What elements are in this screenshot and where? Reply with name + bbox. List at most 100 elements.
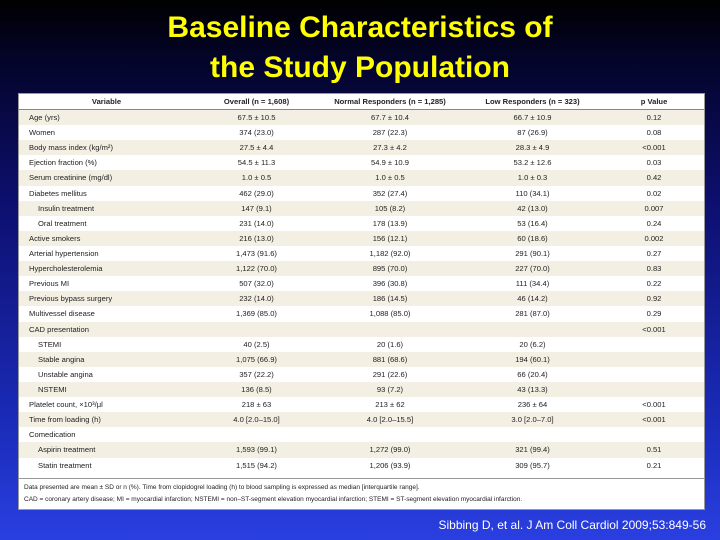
header-overall: Overall (n = 1,608) [194, 94, 319, 110]
cell-variable: Platelet count, ×10³/μl [29, 400, 103, 410]
cell-normal-responders: 27.3 ± 4.2 [319, 140, 461, 156]
cell-p-value: 0.27 [646, 249, 662, 259]
cell-low-responders: 66.7 ± 10.9 [461, 109, 604, 126]
cell-overall: 231 (14.0) [239, 218, 274, 228]
cell-overall: 1,075 (66.9) [194, 351, 319, 367]
cell-low-responders: 53.2 ± 12.6 [513, 158, 552, 168]
header-low-responders: Low Responders (n = 323) [461, 94, 604, 110]
cell-variable: Stable angina [19, 351, 194, 367]
cell-low-responders: 1.0 ± 0.3 [461, 170, 604, 186]
cell-normal-responders: 213 ± 62 [375, 400, 405, 410]
table-row: Time from loading (h) 4.0 [2.0–15.0] 4.0 [… [19, 412, 704, 428]
footnote-abbreviations-1: Data presented are mean ± SD or n (%). T… [24, 484, 420, 491]
cell-variable: Oral treatment [38, 218, 87, 228]
cell-overall: 136 (8.5) [194, 381, 319, 398]
cell-normal-responders: 291 (22.6) [372, 369, 408, 379]
cell-low-responders: 60 (18.6) [461, 230, 604, 246]
cell-variable: Aspirin treatment [19, 442, 194, 458]
table-row: NSTEMI 136 (8.5) 93 (7.2) 43 (13.3) [19, 381, 704, 398]
cell-normal-responders: 1,272 (99.0) [319, 442, 461, 458]
cell-normal-responders: 178 (13.9) [372, 218, 408, 228]
table-row: Serum creatinine (mg/dl) 1.0 ± 0.5 1.0 ± 0… [19, 170, 704, 186]
cell-p-value: 0.24 [646, 218, 662, 228]
cell-normal-responders: 93 (7.2) [319, 381, 461, 398]
cell-p-value [604, 337, 704, 352]
cell-p-value: <0.001 [604, 412, 704, 428]
cell-low-responders: 20 (6.2) [519, 339, 546, 349]
cell-low-responders: 111 (34.4) [515, 279, 550, 289]
cell-overall: 27.5 ± 4.4 [194, 140, 319, 156]
table-row: CAD presentation <0.001 [19, 321, 704, 337]
cell-p-value [604, 351, 704, 367]
table-row: Platelet count, ×10³/μl 218 ± 63 213 ± 62 2… [19, 397, 704, 412]
table-row: Age (yrs) 67.5 ± 10.5 67.7 ± 10.4 66.7 ± 10… [19, 109, 704, 126]
cell-overall: 1,515 (94.2) [236, 460, 277, 470]
cell-normal-responders: 20 (1.6) [376, 339, 404, 349]
header-variable: Variable [19, 94, 194, 110]
cell-variable: Multivessel disease [29, 309, 95, 319]
citation: Sibbing D, et al. J Am Coll Cardiol 2009… [438, 518, 707, 532]
cell-variable: Women [29, 128, 56, 138]
cell-overall: 4.0 [2.0–15.0] [194, 412, 319, 428]
table-row: Body mass index (kg/m²) 27.5 ± 4.4 27.3 ± … [19, 140, 704, 156]
table-row: Ejection fraction (%) 54.5 ± 11.3 54.9 ± 1… [19, 155, 704, 170]
cell-variable: Age (yrs) [19, 109, 194, 126]
cell-normal-responders: 1,182 (92.0) [369, 249, 411, 259]
cell-variable: Diabetes mellitus [29, 188, 87, 198]
table-row: STEMI 40 (2.5) 20 (1.6) 20 (6.2) [19, 337, 704, 352]
cell-overall: 1,593 (99.1) [194, 442, 319, 458]
cell-low-responders: 291 (90.1) [515, 249, 550, 259]
table-header-row: Variable Overall (n = 1,608) Normal Resp… [19, 94, 704, 110]
table-body: Age (yrs) 67.5 ± 10.5 67.7 ± 10.4 66.7 ± 10… [19, 109, 704, 473]
cell-variable: Hypercholesterolemia [19, 261, 194, 277]
header-p-value: p Value [604, 94, 704, 110]
cell-overall: 67.5 ± 10.5 [194, 109, 319, 126]
cell-p-value: 0.03 [646, 158, 662, 168]
cell-normal-responders: 396 (30.8) [372, 279, 408, 289]
table-row: Unstable angina 357 (22.2) 291 (22.6) 66 (2… [19, 367, 704, 382]
cell-normal-responders [319, 427, 461, 442]
cell-normal-responders: 1,206 (93.9) [369, 460, 411, 470]
cell-low-responders: 3.0 [2.0–7.0] [461, 412, 604, 428]
cell-variable: Insulin treatment [19, 200, 194, 216]
cell-low-responders: 281 (87.0) [515, 309, 550, 319]
slide-title-line2: the Study Population [210, 51, 510, 84]
cell-overall: 1.0 ± 0.5 [194, 170, 319, 186]
cell-variable: Previous MI [29, 279, 70, 289]
slide-title: Baseline Characteristics of the Study Po… [0, 8, 720, 88]
slide-title-line1: Baseline Characteristics of [167, 11, 553, 44]
cell-p-value: 0.92 [604, 291, 704, 307]
cell-p-value: 0.002 [604, 230, 704, 246]
cell-normal-responders: 4.0 [2.0–15.5] [319, 412, 461, 428]
table-row: Multivessel disease 1,369 (85.0) 1,088 (85… [19, 306, 704, 321]
cell-variable: Serum creatinine (mg/dl) [19, 170, 194, 186]
cell-overall: 40 (2.5) [243, 339, 270, 349]
cell-p-value: 0.42 [604, 170, 704, 186]
cell-variable: Body mass index (kg/m²) [19, 140, 194, 156]
table-row: Aspirin treatment 1,593 (99.1) 1,272 (99.0… [19, 442, 704, 458]
cell-overall: 374 (23.0) [239, 128, 274, 138]
table-row: Insulin treatment 147 (9.1) 105 (8.2) 42 (1… [19, 200, 704, 216]
cell-variable: Unstable angina [38, 369, 93, 379]
table-row: Women 374 (23.0) 287 (22.3) 87 (26.9) 0.08 [19, 125, 704, 140]
cell-low-responders: 87 (26.9) [517, 128, 548, 138]
cell-p-value: 0.22 [646, 279, 662, 289]
cell-low-responders [461, 321, 604, 337]
cell-low-responders: 227 (70.0) [461, 261, 604, 277]
cell-normal-responders: 1.0 ± 0.5 [319, 170, 461, 186]
cell-normal-responders: 352 (27.4) [372, 188, 408, 198]
cell-overall: 357 (22.2) [239, 369, 274, 379]
cell-variable: Comedication [29, 430, 76, 440]
cell-variable: Previous bypass surgery [19, 291, 194, 307]
cell-low-responders: 28.3 ± 4.9 [461, 140, 604, 156]
cell-p-value [604, 427, 704, 442]
cell-normal-responders: 895 (70.0) [319, 261, 461, 277]
cell-normal-responders: 1,088 (85.0) [369, 309, 411, 319]
cell-overall: 216 (13.0) [194, 230, 319, 246]
cell-p-value: 0.83 [604, 261, 704, 277]
cell-variable: Arterial hypertension [29, 249, 99, 259]
cell-normal-responders [319, 321, 461, 337]
cell-low-responders: 46 (14.2) [461, 291, 604, 307]
cell-low-responders: 43 (13.3) [461, 381, 604, 398]
cell-normal-responders: 105 (8.2) [319, 200, 461, 216]
